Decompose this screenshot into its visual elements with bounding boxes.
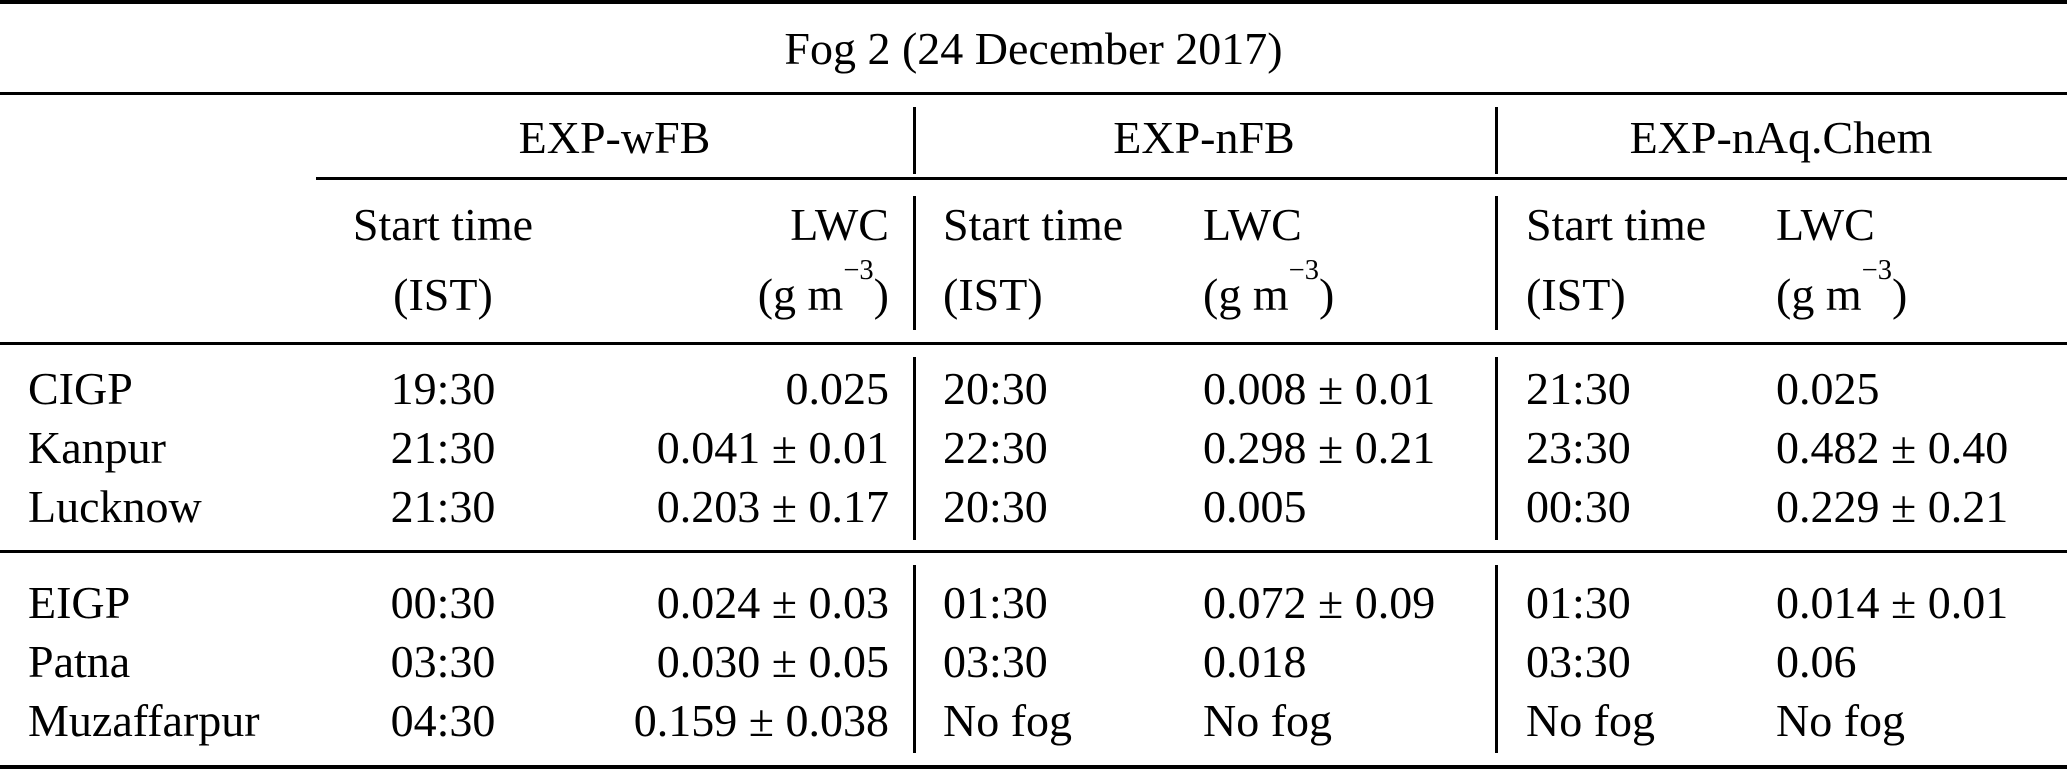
subheader-lwc-wfb: LWC (g m−3) xyxy=(570,190,913,342)
row-group-eigp: EIGP 00:30 0.024 ± 0.03 01:30 0.072 ± 0.… xyxy=(0,553,2067,769)
start-time-label: Start time xyxy=(1526,199,1707,250)
station-label: Kanpur xyxy=(28,422,166,473)
naqchem-start-value: 01:30 xyxy=(1526,577,1631,628)
subheader-start-time-wfb: Start time (IST) xyxy=(316,190,570,342)
exp-header-naqchem: EXP-nAq.Chem xyxy=(1629,112,1933,163)
ist-label: (IST) xyxy=(393,269,493,320)
start-time-label: Start time xyxy=(943,199,1124,250)
naqchem-lwc-value: 0.229 ± 0.21 xyxy=(1776,481,2009,532)
naqchem-start-value: 00:30 xyxy=(1526,481,1631,532)
lwc-label: LWC xyxy=(790,199,889,250)
wfb-lwc-value: 0.041 ± 0.01 xyxy=(656,422,889,473)
wfb-start-value: 21:30 xyxy=(390,481,496,532)
wfb-start-value: 04:30 xyxy=(390,695,496,746)
subheader-start-time-naqchem: Start time (IST) xyxy=(1495,190,1750,342)
naqchem-lwc-value: 0.014 ± 0.01 xyxy=(1776,577,2009,628)
subheader-lwc-naqchem: LWC (g m−3) xyxy=(1750,190,2067,342)
station-label: Muzaffarpur xyxy=(28,695,260,746)
vertical-divider xyxy=(913,357,916,540)
nfb-start-value: 22:30 xyxy=(943,422,1048,473)
lwc-unit: (g m−3) xyxy=(1776,255,1908,320)
vertical-divider xyxy=(1495,196,1498,330)
naqchem-start-value: 21:30 xyxy=(1526,363,1631,414)
table-row: CIGP 19:30 0.025 20:30 0.008 ± 0.01 21:3… xyxy=(0,359,2067,418)
vertical-divider xyxy=(913,565,916,753)
naqchem-lwc-value: 0.482 ± 0.40 xyxy=(1776,422,2009,473)
nfb-lwc-value: No fog xyxy=(1203,695,1333,746)
nfb-lwc-value: 0.005 xyxy=(1203,481,1307,532)
ist-label: (IST) xyxy=(1526,269,1626,320)
table-row: Kanpur 21:30 0.041 ± 0.01 22:30 0.298 ± … xyxy=(0,418,2067,477)
table-row: Muzaffarpur 04:30 0.159 ± 0.038 No fog N… xyxy=(0,691,2067,750)
title-row: Fog 2 (24 December 2017) xyxy=(0,0,2067,95)
experiment-header-row: EXP-wFB EXP-nFB EXP-nAq.Chem xyxy=(0,95,2067,180)
wfb-start-value: 19:30 xyxy=(390,363,496,414)
subheader-start-time-nfb: Start time (IST) xyxy=(913,190,1170,342)
nfb-start-value: 01:30 xyxy=(943,577,1048,628)
subheader-row: Start time (IST) LWC (g m−3) Start time … xyxy=(0,180,2067,345)
naqchem-lwc-value: No fog xyxy=(1776,695,1906,746)
naqchem-lwc-value: 0.06 xyxy=(1776,636,1857,687)
lwc-label: LWC xyxy=(1776,199,1875,250)
nfb-start-value: 20:30 xyxy=(943,363,1048,414)
table-row: Lucknow 21:30 0.203 ± 0.17 20:30 0.005 0… xyxy=(0,477,2067,536)
row-group-cigp: CIGP 19:30 0.025 20:30 0.008 ± 0.01 21:3… xyxy=(0,345,2067,553)
station-label: Lucknow xyxy=(28,481,202,532)
wfb-lwc-value: 0.159 ± 0.038 xyxy=(633,695,889,746)
subheader-spacer xyxy=(0,190,316,342)
vertical-divider xyxy=(913,107,916,174)
wfb-start-value: 00:30 xyxy=(390,577,496,628)
vertical-divider xyxy=(913,196,916,330)
lwc-label: LWC xyxy=(1203,199,1302,250)
table-row: Patna 03:30 0.030 ± 0.05 03:30 0.018 03:… xyxy=(0,632,2067,691)
table-row: EIGP 00:30 0.024 ± 0.03 01:30 0.072 ± 0.… xyxy=(0,573,2067,632)
station-label: CIGP xyxy=(28,363,133,414)
vertical-divider xyxy=(1495,565,1498,753)
wfb-lwc-value: 0.024 ± 0.03 xyxy=(656,577,889,628)
lwc-unit: (g m−3) xyxy=(1203,255,1335,320)
ist-label: (IST) xyxy=(943,269,1043,320)
station-label: EIGP xyxy=(28,577,131,628)
nfb-lwc-value: 0.018 xyxy=(1203,636,1307,687)
start-time-label: Start time xyxy=(352,199,534,250)
vertical-divider xyxy=(1495,107,1498,174)
subheader-lwc-nfb: LWC (g m−3) xyxy=(1170,190,1495,342)
nfb-start-value: 03:30 xyxy=(943,636,1048,687)
wfb-lwc-value: 0.203 ± 0.17 xyxy=(656,481,889,532)
exp-header-nfb: EXP-nFB xyxy=(1113,112,1295,163)
vertical-divider xyxy=(1495,357,1498,540)
station-label: Patna xyxy=(28,636,131,687)
naqchem-start-value: 23:30 xyxy=(1526,422,1631,473)
naqchem-start-value: No fog xyxy=(1526,695,1656,746)
nfb-start-value: 20:30 xyxy=(943,481,1048,532)
header-cmidrule xyxy=(316,177,2067,180)
lwc-unit: (g m−3) xyxy=(757,255,889,320)
table-title: Fog 2 (24 December 2017) xyxy=(784,22,1283,74)
wfb-lwc-value: 0.030 ± 0.05 xyxy=(656,636,889,687)
nfb-lwc-value: 0.008 ± 0.01 xyxy=(1203,363,1436,414)
wfb-start-value: 21:30 xyxy=(390,422,496,473)
nfb-lwc-value: 0.298 ± 0.21 xyxy=(1203,422,1436,473)
wfb-start-value: 03:30 xyxy=(390,636,496,687)
nfb-start-value: No fog xyxy=(943,695,1073,746)
naqchem-lwc-value: 0.025 xyxy=(1776,363,1880,414)
naqchem-start-value: 03:30 xyxy=(1526,636,1631,687)
wfb-lwc-value: 0.025 xyxy=(785,363,890,414)
nfb-lwc-value: 0.072 ± 0.09 xyxy=(1203,577,1436,628)
exp-header-wfb: EXP-wFB xyxy=(518,112,711,163)
